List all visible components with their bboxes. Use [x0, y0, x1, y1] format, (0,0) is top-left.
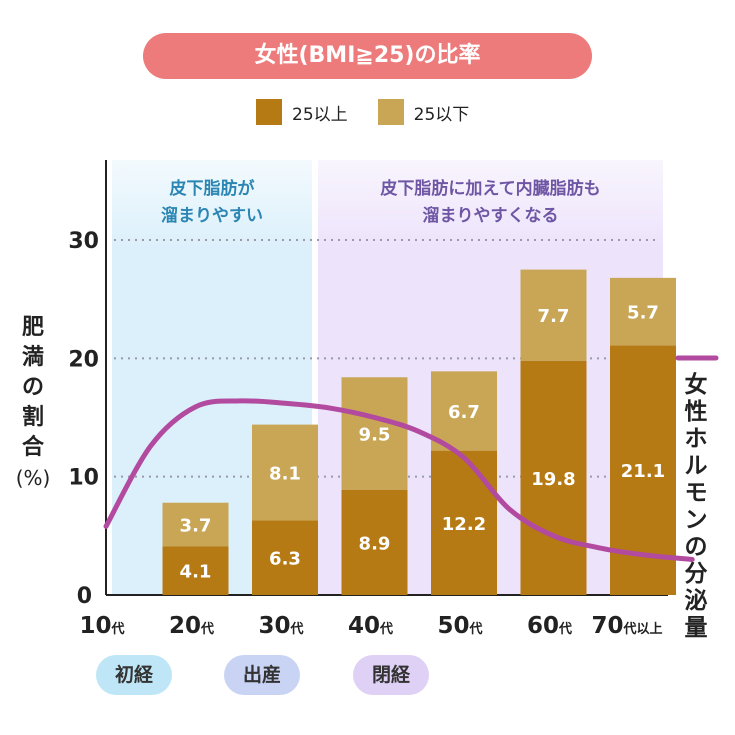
y-axis-label-char: 合 [21, 435, 44, 460]
bar-segment-below [341, 377, 408, 490]
legend-item-below: 25以下 [377, 99, 470, 125]
y-tick-label: 10 [68, 466, 99, 491]
hormone-label-char: 泌 [684, 588, 708, 614]
hormone-label-char: ン [684, 507, 708, 533]
y-tick-label: 0 [77, 584, 92, 609]
x-tick-label: 10代 [79, 613, 124, 639]
x-tick-label: 30代 [258, 613, 303, 639]
x-tick-suffix: 代 [379, 621, 393, 637]
x-tick-suffix: 代 [558, 621, 572, 637]
y-axis-label-char: 割 [21, 405, 44, 430]
hormone-label-char: モ [684, 480, 708, 506]
x-tick-label: 70代以上 [591, 613, 662, 639]
bar-segment-below [252, 424, 318, 521]
y-axis-label-char: 満 [21, 345, 44, 370]
bar-segment-below [162, 502, 229, 547]
x-tick-number: 60 [527, 613, 559, 639]
x-tick-suffix: 代 [111, 621, 125, 637]
x-tick-number: 70 [591, 613, 623, 639]
bar-value-label-below: 3.7 [180, 516, 212, 537]
x-tick-suffix: 代 [200, 621, 214, 637]
region-label-old: 皮下脂肪に加えて内臓脂肪も 溜まりやすくなる [318, 176, 663, 230]
x-tick-suffix: 代 [290, 621, 304, 637]
y-axis-label: 肥 満 の 割 合 (%) [14, 313, 52, 493]
bar-segment-above [520, 360, 587, 595]
x-tick-number: 40 [348, 613, 380, 639]
region-old-line-2: 溜まりやすくなる [422, 206, 559, 226]
pill-menarche: 初経 [96, 655, 172, 695]
bar-segment-above [341, 489, 408, 595]
legend-swatch-above [256, 99, 282, 125]
bar-segment-below [520, 269, 587, 361]
bar-value-label-above: 6.3 [269, 549, 301, 570]
bar-segment-above [252, 520, 318, 595]
bar-segment-above [162, 546, 229, 595]
bar-segment-above [431, 450, 497, 595]
bar-value-label-below: 8.1 [269, 464, 301, 485]
bar-value-label-below: 6.7 [448, 402, 480, 423]
y-axis-label-char: 肥 [21, 315, 44, 340]
pill-menopause: 閉経 [353, 655, 429, 695]
bar-value-label-below: 7.7 [538, 306, 570, 327]
x-tick-number: 30 [258, 613, 290, 639]
legend: 25以上 25以下 [256, 99, 469, 125]
pill-childbirth: 出産 [224, 655, 300, 695]
region-young-line-1: 皮下脂肪が [169, 179, 255, 199]
bar-value-label-above: 8.9 [359, 533, 391, 554]
x-tick-label: 40代 [348, 613, 393, 639]
legend-item-above: 25以上 [256, 99, 348, 125]
y-axis-label-unit: (%) [15, 466, 51, 490]
region-young-line-2: 溜まりやすい [161, 206, 263, 226]
y-axis-label-char: の [21, 375, 44, 400]
bar-value-label-below: 9.5 [359, 424, 391, 445]
hormone-secretion-label: 女 性 ホ ル モ ン の 分 泌 量 [676, 372, 716, 642]
x-tick-label: 60代 [527, 613, 572, 639]
bar-value-label-below: 5.7 [627, 303, 659, 324]
bar-value-label-above: 21.1 [621, 461, 665, 482]
chart-title: 女性(BMI≧25)の比率 [143, 33, 592, 79]
x-tick-suffix: 代以上 [623, 621, 663, 637]
hormone-label-char: ル [684, 453, 708, 479]
legend-label-above: 25以上 [292, 104, 348, 125]
x-tick-suffix: 代 [469, 621, 483, 637]
bar-value-label-above: 12.2 [442, 514, 486, 535]
bar-segment-below [610, 277, 676, 346]
bar-value-label-above: 4.1 [180, 562, 212, 583]
bar-value-label-above: 19.8 [531, 469, 575, 490]
x-tick-label: 20代 [169, 613, 214, 639]
hormone-label-char: 量 [684, 615, 708, 641]
hormone-label-char: 女 [684, 372, 708, 398]
x-tick-number: 20 [169, 613, 201, 639]
legend-label-below: 25以下 [413, 104, 470, 125]
x-tick-number: 50 [437, 613, 469, 639]
hormone-label-char: ホ [684, 426, 708, 452]
hormone-label-char: 分 [684, 561, 708, 587]
region-old-line-1: 皮下脂肪に加えて内臓脂肪も [380, 179, 601, 199]
hormone-curve [103, 398, 695, 562]
y-tick-label: 20 [68, 347, 99, 372]
hormone-label-char: の [684, 534, 708, 560]
x-tick-label: 50代 [437, 613, 482, 639]
legend-swatch-below [377, 99, 404, 125]
y-tick-label: 30 [68, 229, 99, 254]
x-tick-number: 10 [79, 613, 111, 639]
region-label-young: 皮下脂肪が 溜まりやすい [112, 176, 312, 230]
hormone-label-char: 性 [684, 399, 708, 425]
bar-segment-below [431, 371, 497, 451]
